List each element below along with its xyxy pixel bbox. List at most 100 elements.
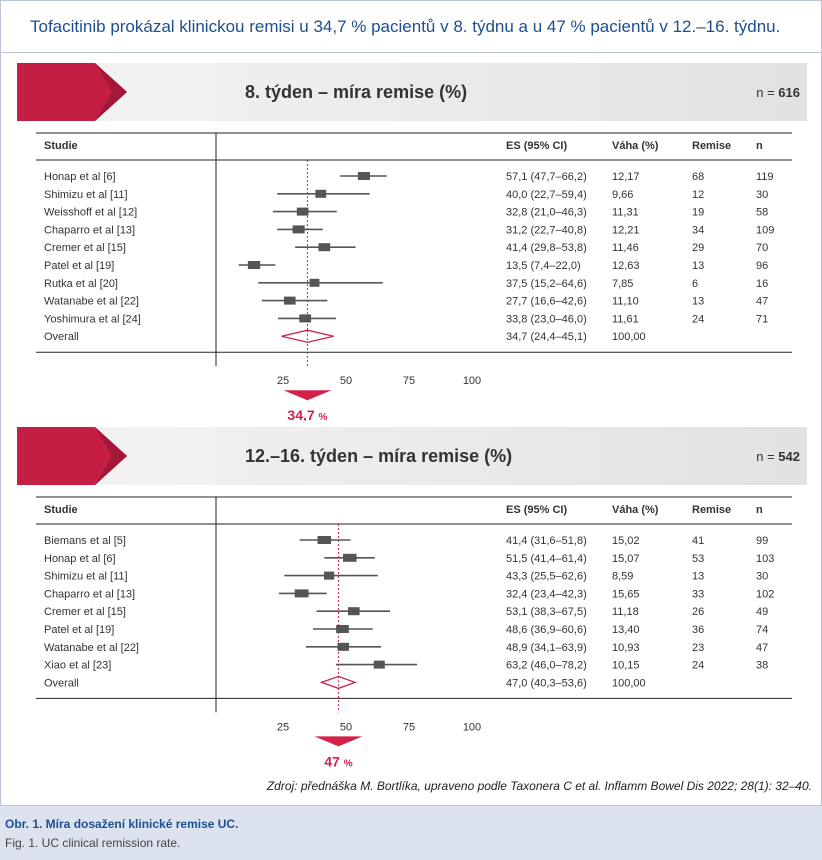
study-remise: 26 xyxy=(692,606,704,618)
forest-group: Studie ES (95% CI) Váha (%) Remise n Biemans … xyxy=(36,496,792,769)
point-estimate xyxy=(294,589,309,598)
study-label: Rutka et al [20] xyxy=(44,278,118,290)
study-label: Watanabe et al [22] xyxy=(44,296,139,308)
study-weight: 10,15 xyxy=(612,660,640,672)
header-es: ES (95% CI) xyxy=(506,140,567,152)
point-estimate xyxy=(309,278,320,287)
study-remise: 41 xyxy=(692,535,704,547)
study-n: 70 xyxy=(756,242,768,254)
pooled-value-label: 34,7 % xyxy=(287,407,327,421)
study-n: 96 xyxy=(756,260,768,272)
point-estimate xyxy=(299,314,312,323)
source-note: Zdroj: přednáška M. Bortlíka, upraveno p… xyxy=(266,779,812,793)
study-weight: 12,21 xyxy=(612,224,640,236)
study-label: Watanabe et al [22] xyxy=(44,642,139,654)
point-estimate xyxy=(284,296,296,305)
point-estimate xyxy=(247,261,261,269)
pooled-marker-triangle xyxy=(314,736,363,747)
study-weight: 15,02 xyxy=(612,535,640,547)
study-weight: 11,18 xyxy=(612,606,639,618)
header-es: ES (95% CI) xyxy=(506,504,567,516)
study-remise: 13 xyxy=(692,296,704,308)
panel-header-week8: 8. týden – míra remise (%) n = 616 xyxy=(17,63,807,121)
header-remise: Remise xyxy=(692,140,731,152)
study-weight: 11,31 xyxy=(612,207,639,219)
point-estimate xyxy=(343,553,357,562)
study-es: 32,4 (23,4–42,3) xyxy=(506,588,587,600)
point-estimate xyxy=(292,225,305,234)
study-label: Cremer et al [15] xyxy=(44,606,126,618)
study-es: 57,1 (47,7–66,2) xyxy=(506,171,587,183)
point-estimate xyxy=(315,189,327,198)
study-es: 51,5 (41,4–61,4) xyxy=(506,553,587,565)
study-es: 33,8 (23,0–46,0) xyxy=(506,313,587,325)
overall-label: Overall xyxy=(44,331,79,343)
figure-title: Tofacitinib prokázal klinickou remisi u … xyxy=(30,17,781,36)
study-remise: 36 xyxy=(692,624,704,636)
study-es: 41,4 (31,6–51,8) xyxy=(506,535,587,547)
study-remise: 13 xyxy=(692,571,704,583)
study-n: 103 xyxy=(756,553,774,565)
study-es: 41,4 (29,8–53,8) xyxy=(506,242,587,254)
caption-bar: Obr. 1. Míra dosažení klinické remise UC… xyxy=(0,806,822,860)
study-label: Yoshimura et al [24] xyxy=(44,313,141,325)
header-n: n xyxy=(756,504,763,516)
study-es: 48,9 (34,1–63,9) xyxy=(506,642,587,654)
study-remise: 12 xyxy=(692,189,704,201)
axis-tick-label: 25 xyxy=(277,721,289,733)
study-weight: 11,10 xyxy=(612,296,639,308)
axis-tick-label: 50 xyxy=(340,375,352,387)
study-n: 30 xyxy=(756,571,768,583)
axis-tick-label: 100 xyxy=(463,721,481,733)
study-remise: 24 xyxy=(692,660,704,672)
study-n: 99 xyxy=(756,535,768,547)
study-label: Biemans et al [5] xyxy=(44,535,126,547)
header-n: n xyxy=(756,140,763,152)
header-study: Studie xyxy=(44,140,78,152)
study-weight: 8,59 xyxy=(612,571,633,583)
pooled-value: 34,7 xyxy=(287,407,318,421)
arrow-icon xyxy=(17,63,127,121)
study-remise: 23 xyxy=(692,642,704,654)
overall-weight: 100,00 xyxy=(612,677,646,689)
study-remise: 53 xyxy=(692,553,704,565)
study-weight: 9,66 xyxy=(612,189,633,201)
overall-es: 47,0 (40,3–53,6) xyxy=(506,677,587,689)
panel-n-total: n = 542 xyxy=(756,449,800,464)
study-label: Weisshoff et al [12] xyxy=(44,207,137,219)
study-n: 109 xyxy=(756,224,774,236)
study-n: 71 xyxy=(756,313,768,325)
study-label: Chaparro et al [13] xyxy=(44,588,135,600)
study-label: Xiao et al [23] xyxy=(44,660,111,672)
point-estimate xyxy=(318,243,331,252)
study-n: 74 xyxy=(756,624,768,636)
study-n: 38 xyxy=(756,660,768,672)
study-es: 63,2 (46,0–78,2) xyxy=(506,660,587,672)
study-remise: 24 xyxy=(692,313,704,325)
point-estimate xyxy=(357,172,370,180)
study-remise: 29 xyxy=(692,242,704,254)
study-n: 47 xyxy=(756,642,768,654)
figure-frame xyxy=(0,0,822,806)
pooled-value-label: 47 % xyxy=(324,753,352,769)
caption-en: Fig. 1. UC clinical remission rate. xyxy=(5,836,181,850)
study-es: 40,0 (22,7–59,4) xyxy=(506,189,587,201)
study-label: Honap et al [6] xyxy=(44,553,116,565)
study-n: 30 xyxy=(756,189,768,201)
axis-tick-label: 75 xyxy=(403,721,415,733)
study-label: Chaparro et al [13] xyxy=(44,224,135,236)
study-n: 16 xyxy=(756,278,768,290)
study-weight: 15,65 xyxy=(612,588,640,600)
pooled-unit: % xyxy=(344,758,353,769)
study-es: 32,8 (21,0–46,3) xyxy=(506,207,587,219)
study-remise: 6 xyxy=(692,278,698,290)
header-study: Studie xyxy=(44,504,78,516)
panel-title: 12.–16. týden – míra remise (%) xyxy=(245,446,513,466)
study-n: 102 xyxy=(756,588,774,600)
study-es: 13,5 (7,4–22,0) xyxy=(506,260,581,272)
study-label: Cremer et al [15] xyxy=(44,242,126,254)
study-es: 27,7 (16,6–42,6) xyxy=(506,296,587,308)
forest-group: Studie ES (95% CI) Váha (%) Remise n Honap et… xyxy=(36,132,792,421)
pooled-value: 47 xyxy=(324,753,343,769)
study-n: 49 xyxy=(756,606,768,618)
